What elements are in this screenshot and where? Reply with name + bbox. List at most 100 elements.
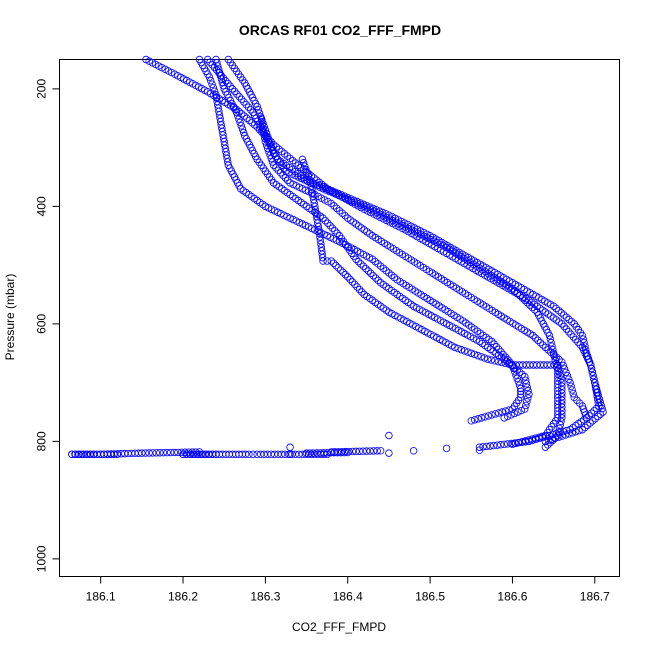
data-point bbox=[385, 431, 393, 440]
data-point bbox=[265, 148, 273, 156]
x-axis-label: CO2_FFF_FMPD bbox=[292, 620, 386, 634]
data-point bbox=[390, 273, 399, 282]
data-point bbox=[586, 361, 595, 369]
data-point bbox=[298, 155, 307, 164]
data-point bbox=[320, 450, 328, 458]
data-point bbox=[591, 414, 600, 423]
data-point bbox=[558, 378, 566, 387]
data-point bbox=[586, 419, 594, 427]
data-point bbox=[232, 108, 241, 117]
data-point bbox=[141, 449, 150, 457]
data-point bbox=[341, 447, 350, 456]
data-point bbox=[327, 199, 335, 208]
data-point bbox=[557, 309, 566, 317]
data-point bbox=[544, 346, 552, 354]
data-point bbox=[330, 202, 338, 210]
data-point bbox=[558, 407, 566, 415]
data-point bbox=[596, 410, 605, 418]
data-point bbox=[301, 450, 310, 458]
data-point bbox=[71, 450, 79, 458]
data-point bbox=[578, 331, 587, 340]
data-point bbox=[208, 80, 216, 88]
data-point bbox=[317, 240, 325, 248]
data-point bbox=[513, 366, 521, 374]
data-point bbox=[254, 106, 263, 114]
data-point bbox=[308, 450, 316, 458]
data-point bbox=[159, 448, 168, 457]
data-point bbox=[237, 122, 245, 130]
data-point bbox=[355, 447, 364, 455]
data-point bbox=[488, 337, 496, 346]
data-point bbox=[538, 432, 546, 441]
data-point bbox=[589, 371, 597, 380]
x-tick-label: 186.7 bbox=[580, 590, 610, 604]
data-point bbox=[490, 340, 498, 348]
data-point bbox=[558, 396, 566, 404]
data-point bbox=[569, 389, 577, 398]
data-point bbox=[323, 450, 331, 458]
data-point bbox=[588, 368, 597, 376]
data-point bbox=[554, 431, 562, 440]
x-tick-label: 186.3 bbox=[250, 590, 280, 604]
data-point bbox=[451, 343, 459, 352]
data-point bbox=[558, 410, 566, 419]
data-point bbox=[508, 284, 517, 293]
data-point bbox=[283, 152, 292, 160]
data-point bbox=[467, 417, 475, 425]
data-point bbox=[110, 450, 118, 458]
data-point bbox=[496, 441, 505, 449]
data-point bbox=[514, 408, 522, 416]
data-point bbox=[335, 191, 343, 200]
data-point bbox=[339, 268, 347, 277]
data-point bbox=[442, 444, 451, 453]
data-point bbox=[335, 207, 344, 215]
chart-title: ORCAS RF01 CO2_FFF_FMPD bbox=[239, 22, 441, 38]
data-point bbox=[204, 55, 212, 64]
data-point bbox=[480, 354, 489, 362]
data-point bbox=[576, 341, 584, 349]
data-point bbox=[556, 371, 564, 380]
data-point bbox=[479, 443, 487, 451]
data-point bbox=[311, 450, 319, 458]
data-point bbox=[583, 421, 592, 429]
data-point bbox=[228, 85, 237, 93]
data-point bbox=[504, 440, 512, 448]
data-point bbox=[302, 449, 311, 457]
data-point bbox=[522, 380, 531, 388]
data-point bbox=[508, 440, 517, 449]
data-point bbox=[367, 269, 375, 278]
data-point bbox=[166, 448, 175, 457]
data-point bbox=[338, 193, 346, 201]
data-point bbox=[213, 59, 221, 67]
data-point bbox=[552, 353, 561, 361]
data-point bbox=[355, 285, 364, 294]
data-point bbox=[558, 414, 566, 422]
data-point bbox=[558, 403, 566, 411]
data-point bbox=[344, 195, 353, 204]
data-point bbox=[491, 410, 499, 418]
data-point bbox=[524, 394, 532, 402]
data-point bbox=[493, 441, 501, 449]
data-point bbox=[518, 370, 526, 379]
data-point bbox=[242, 100, 250, 109]
data-point bbox=[334, 264, 343, 272]
data-point bbox=[378, 208, 387, 217]
data-point bbox=[558, 358, 566, 366]
y-tick-label: 600 bbox=[35, 314, 49, 334]
data-point bbox=[357, 201, 365, 209]
data-point bbox=[460, 347, 469, 355]
data-point bbox=[314, 222, 323, 231]
data-point bbox=[368, 255, 377, 263]
data-point bbox=[359, 447, 367, 455]
data-point bbox=[267, 143, 275, 151]
data-point bbox=[265, 136, 273, 144]
data-point bbox=[522, 401, 530, 410]
data-point bbox=[208, 61, 216, 69]
data-point bbox=[517, 406, 526, 415]
data-point bbox=[233, 90, 241, 98]
data-point bbox=[511, 287, 519, 295]
data-point bbox=[327, 448, 335, 456]
data-point bbox=[581, 342, 589, 350]
data-point bbox=[559, 361, 567, 370]
data-point bbox=[319, 185, 327, 193]
